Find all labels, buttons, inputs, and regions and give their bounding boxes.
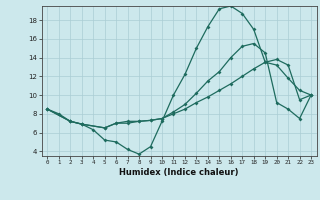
X-axis label: Humidex (Indice chaleur): Humidex (Indice chaleur) (119, 168, 239, 177)
